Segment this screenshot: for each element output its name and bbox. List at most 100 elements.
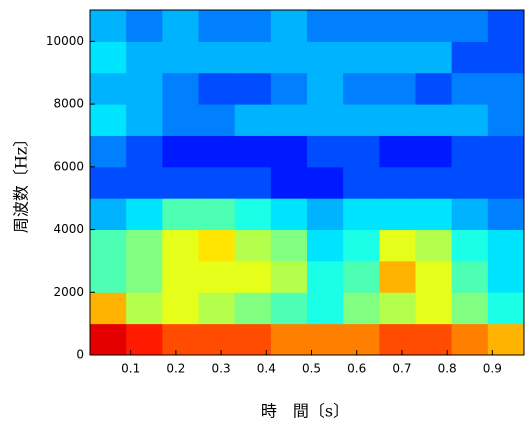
y-tick-label: 4000	[53, 222, 84, 236]
heatmap-cell	[198, 166, 236, 199]
heatmap-cell	[307, 135, 344, 168]
heatmap-cell	[343, 104, 380, 136]
heatmap-cell	[198, 104, 236, 136]
heatmap-cell	[234, 292, 272, 325]
heatmap-cell	[90, 166, 127, 199]
heatmap-cell	[415, 10, 453, 42]
heatmap-cell	[379, 104, 416, 136]
heatmap-cell	[270, 292, 308, 325]
heatmap-cell	[379, 72, 416, 105]
heatmap-cell	[90, 104, 127, 136]
heatmap-cell	[343, 10, 380, 42]
x-tick-label: 0.6	[347, 362, 366, 376]
heatmap-cell	[198, 260, 236, 293]
heatmap-cell	[162, 323, 199, 356]
heatmap-cell	[234, 104, 272, 136]
heatmap-cell	[379, 229, 416, 262]
heatmap-cell	[307, 323, 344, 356]
heatmap-cell	[343, 323, 380, 356]
x-tick-label: 0.4	[257, 362, 276, 376]
heatmap-cell	[451, 166, 489, 199]
heatmap-cell	[126, 166, 163, 199]
heatmap-cell	[270, 260, 308, 293]
heatmap-cell	[126, 72, 163, 105]
heatmap-cell	[270, 104, 308, 136]
heatmap-cell	[451, 198, 489, 231]
heatmap-cell	[270, 135, 308, 168]
heatmap-cell	[415, 41, 453, 74]
heatmap-cell	[162, 135, 199, 168]
heatmap-cell	[415, 72, 453, 105]
heatmap-cell	[234, 41, 272, 74]
heatmap-cell	[90, 72, 127, 105]
heatmap-cell	[343, 41, 380, 74]
heatmap-cell	[487, 166, 525, 199]
heatmap-cell	[126, 10, 163, 42]
heatmap-cell	[451, 72, 489, 105]
y-tick-label: 10000	[46, 34, 84, 48]
heatmap-cell	[487, 104, 525, 136]
heatmap-cell	[415, 229, 453, 262]
heatmap-cell	[451, 104, 489, 136]
heatmap-cell	[198, 323, 236, 356]
x-axis-label: 時 間〔s〕	[261, 402, 349, 421]
heatmap-cell	[162, 166, 199, 199]
heatmap-cell	[307, 260, 344, 293]
heatmap-cell	[379, 10, 416, 42]
heatmap-cell	[415, 198, 453, 231]
x-tick-label: 0.8	[438, 362, 457, 376]
heatmap-cell	[379, 198, 416, 231]
heatmap-cell	[451, 41, 489, 74]
heatmap-cell	[126, 198, 163, 231]
heatmap-cell	[487, 292, 525, 325]
heatmap-cell	[126, 104, 163, 136]
heatmap-cell	[487, 10, 525, 42]
heatmap-cell	[270, 323, 308, 356]
heatmap-cell	[126, 323, 163, 356]
heatmap-cell	[451, 135, 489, 168]
heatmap-cell	[451, 10, 489, 42]
heatmap-cell	[90, 135, 127, 168]
heatmap-cell	[379, 323, 416, 356]
heatmap-cell	[415, 166, 453, 199]
heatmap-cell	[343, 72, 380, 105]
heatmap-cell	[234, 10, 272, 42]
heatmap-cell	[198, 72, 236, 105]
x-tick-label: 0.1	[121, 362, 140, 376]
heatmap-cell	[198, 135, 236, 168]
heatmap-cell	[270, 229, 308, 262]
heatmap-cell	[198, 229, 236, 262]
y-tick-label: 8000	[53, 97, 84, 111]
heatmap-cell	[126, 292, 163, 325]
plot-frame	[89, 9, 525, 356]
heatmap-cell	[162, 229, 199, 262]
heatmap-cell	[343, 135, 380, 168]
x-tick-label: 0.5	[302, 362, 321, 376]
heatmap-cell	[379, 260, 416, 293]
heatmap-cell	[307, 72, 344, 105]
heatmap-cell	[234, 260, 272, 293]
heatmap-cell	[126, 41, 163, 74]
y-axis-label: 周波数〔Hz〕	[12, 131, 31, 233]
heatmap-cell	[234, 72, 272, 105]
heatmap-cell	[234, 135, 272, 168]
heatmap-cell	[379, 41, 416, 74]
heatmap-cell	[90, 41, 127, 74]
heatmap-cell	[451, 323, 489, 356]
heatmap-cell	[415, 292, 453, 325]
heatmap-cell	[487, 260, 525, 293]
heatmap-cell	[162, 10, 199, 42]
heatmap-cell	[307, 104, 344, 136]
heatmap-cell	[90, 229, 127, 262]
x-tick-label: 0.3	[212, 362, 231, 376]
heatmap-cell	[343, 229, 380, 262]
heatmap-cell	[90, 198, 127, 231]
heatmap-cell	[270, 198, 308, 231]
heatmap-cell	[487, 229, 525, 262]
heatmap-cell	[343, 198, 380, 231]
y-tick-label: 2000	[53, 285, 84, 299]
heatmap-cell	[162, 198, 199, 231]
y-tick-label: 6000	[53, 159, 84, 173]
heatmap-cell	[307, 198, 344, 231]
